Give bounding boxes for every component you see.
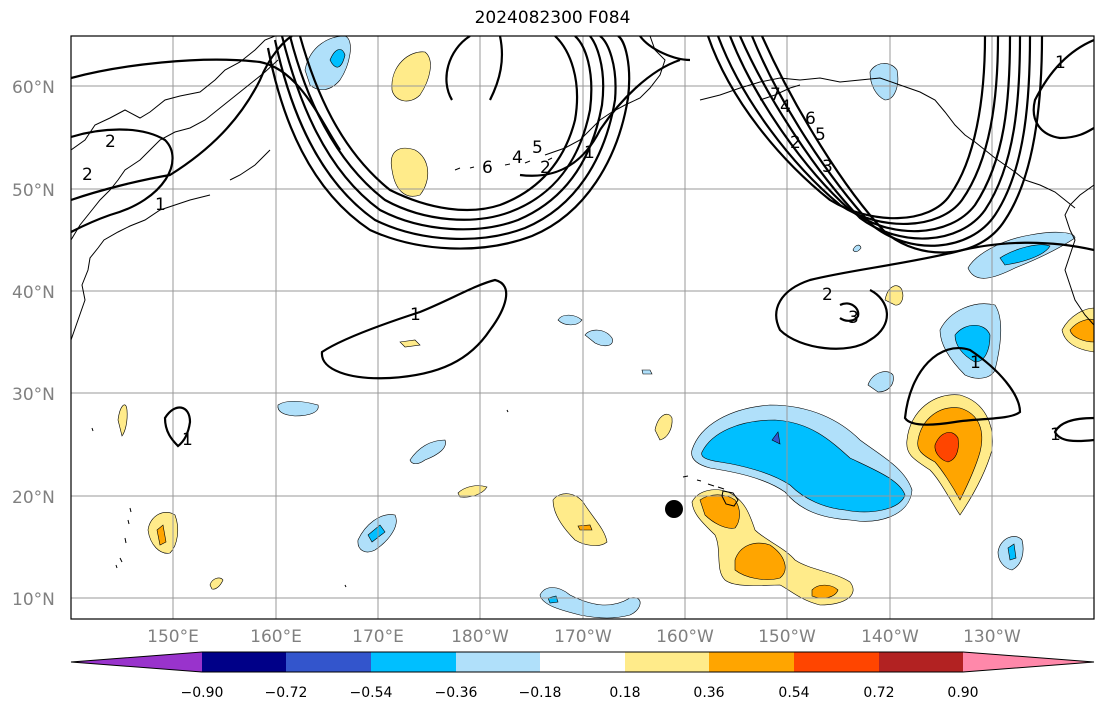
patch-neg — [954, 324, 991, 363]
contour-label: 3 — [822, 157, 833, 177]
patch-pos — [654, 414, 673, 441]
colorbar-segment — [794, 652, 879, 672]
contour-label: 1 — [584, 143, 595, 163]
gridlines — [71, 36, 1094, 619]
contour-label: 1 — [970, 353, 981, 373]
patch-neg — [367, 524, 386, 543]
patch-pos — [117, 404, 128, 437]
lon-label: 180°W — [451, 627, 509, 647]
colorbar-labels: −0.90 −0.72 −0.54 −0.36 −0.18 0.18 0.36 … — [181, 685, 979, 701]
contour-label: 6 — [482, 158, 493, 178]
patch-pos — [1069, 319, 1094, 343]
patch-pos — [391, 51, 431, 102]
contour-label: 4 — [512, 148, 523, 168]
colorbar-tick-label: 0.36 — [693, 685, 724, 701]
colorbar-tick-label: −0.18 — [519, 685, 562, 701]
patch-neg — [539, 587, 641, 619]
patch-pos — [699, 494, 740, 529]
contour-label: 1 — [1055, 53, 1066, 73]
contour-label: 5 — [815, 125, 826, 145]
patch-pos — [156, 524, 167, 546]
contour-label: 2 — [790, 133, 801, 153]
patch-pos — [734, 542, 786, 580]
patch-neg — [771, 431, 781, 445]
contour-label: 2 — [105, 132, 116, 152]
patch-neg — [557, 314, 583, 326]
patch-neg — [999, 244, 1051, 266]
contour-label: 5 — [532, 138, 543, 158]
colorbar-extension-max — [963, 652, 1094, 672]
lat-label: 40°N — [12, 283, 55, 303]
contour-label: 1 — [410, 305, 421, 325]
lat-label: 50°N — [12, 181, 55, 201]
shaded-field — [117, 36, 1094, 619]
colorbar-segment — [371, 652, 456, 672]
lon-label: 150°E — [147, 627, 199, 647]
patch-neg — [584, 329, 613, 347]
lat-label: 10°N — [12, 590, 55, 610]
patch-neg — [852, 244, 862, 253]
colorbar — [70, 651, 1095, 673]
lat-label: 20°N — [12, 488, 55, 508]
colorbar-segment — [879, 652, 963, 672]
contour-label: 3 — [848, 308, 859, 328]
contour-label: 7 — [770, 85, 781, 105]
colorbar-segment — [709, 652, 794, 672]
colorbar-tick-label: 0.72 — [863, 685, 894, 701]
colorbar-segment — [625, 652, 709, 672]
patch-neg — [701, 419, 906, 513]
lon-label: 140°W — [861, 627, 919, 647]
lon-label: 130°W — [963, 627, 1021, 647]
patch-pos — [209, 577, 224, 590]
patch-neg — [409, 439, 446, 465]
patch-neg — [277, 400, 319, 417]
patch-pos — [390, 147, 428, 197]
contour-label: 2 — [82, 165, 93, 185]
patch-neg — [329, 49, 346, 68]
colorbar-tick-label: 0.18 — [609, 685, 640, 701]
contour-label: 4 — [780, 97, 791, 117]
contour-label: 6 — [805, 109, 816, 129]
colorbar-segment — [540, 652, 625, 672]
lon-label: 150°W — [758, 627, 816, 647]
patch-pos — [577, 524, 593, 531]
lon-label: 170°W — [554, 627, 612, 647]
colorbar-segment — [202, 652, 286, 672]
colorbar-outline — [70, 651, 1095, 673]
patch-pos — [552, 493, 608, 546]
lon-label: 160°E — [250, 627, 302, 647]
colorbar-tick-label: 0.90 — [947, 685, 978, 701]
contour-label: 1 — [1050, 425, 1061, 445]
colorbar-tick-label: −0.72 — [265, 685, 308, 701]
patch-neg — [869, 63, 899, 101]
lon-label: 160°W — [656, 627, 714, 647]
colorbar-tick-label: −0.90 — [181, 685, 224, 701]
lat-label: 30°N — [12, 385, 55, 405]
latitude-labels: 60°N 50°N 40°N 30°N 20°N 10°N — [12, 78, 55, 610]
contour-label: 1 — [182, 430, 193, 450]
contour-label: 1 — [155, 195, 166, 215]
contour-label: 2 — [540, 158, 551, 178]
patch-neg — [1007, 543, 1017, 561]
colorbar-extension-min — [71, 652, 202, 672]
patch-neg — [867, 371, 894, 393]
lat-label: 60°N — [12, 78, 55, 98]
contour-lines — [71, 36, 1094, 448]
patch-neg — [641, 369, 653, 375]
colorbar-tick-label: 0.54 — [778, 685, 809, 701]
colorbar-segment — [456, 652, 540, 672]
lon-label: 170°E — [352, 627, 404, 647]
contour-label-group: 2 1 6 4 5 1 2 1 2 3 1 1 1 7 4 6 5 2 3 1 … — [82, 53, 1066, 450]
location-marker — [665, 500, 683, 518]
colorbar-tick-label: −0.36 — [435, 685, 478, 701]
colorbar-segment — [286, 652, 371, 672]
patch-pos — [934, 432, 959, 463]
colorbar-tick-label: −0.54 — [350, 685, 393, 701]
map-frame — [70, 35, 1095, 620]
map-title: 2024082300 F084 — [474, 8, 631, 28]
contour-label: 2 — [822, 285, 833, 305]
patch-pos — [399, 339, 421, 348]
longitude-labels: 150°E 160°E 170°E 180°W 170°W 160°W 150°… — [147, 627, 1021, 647]
